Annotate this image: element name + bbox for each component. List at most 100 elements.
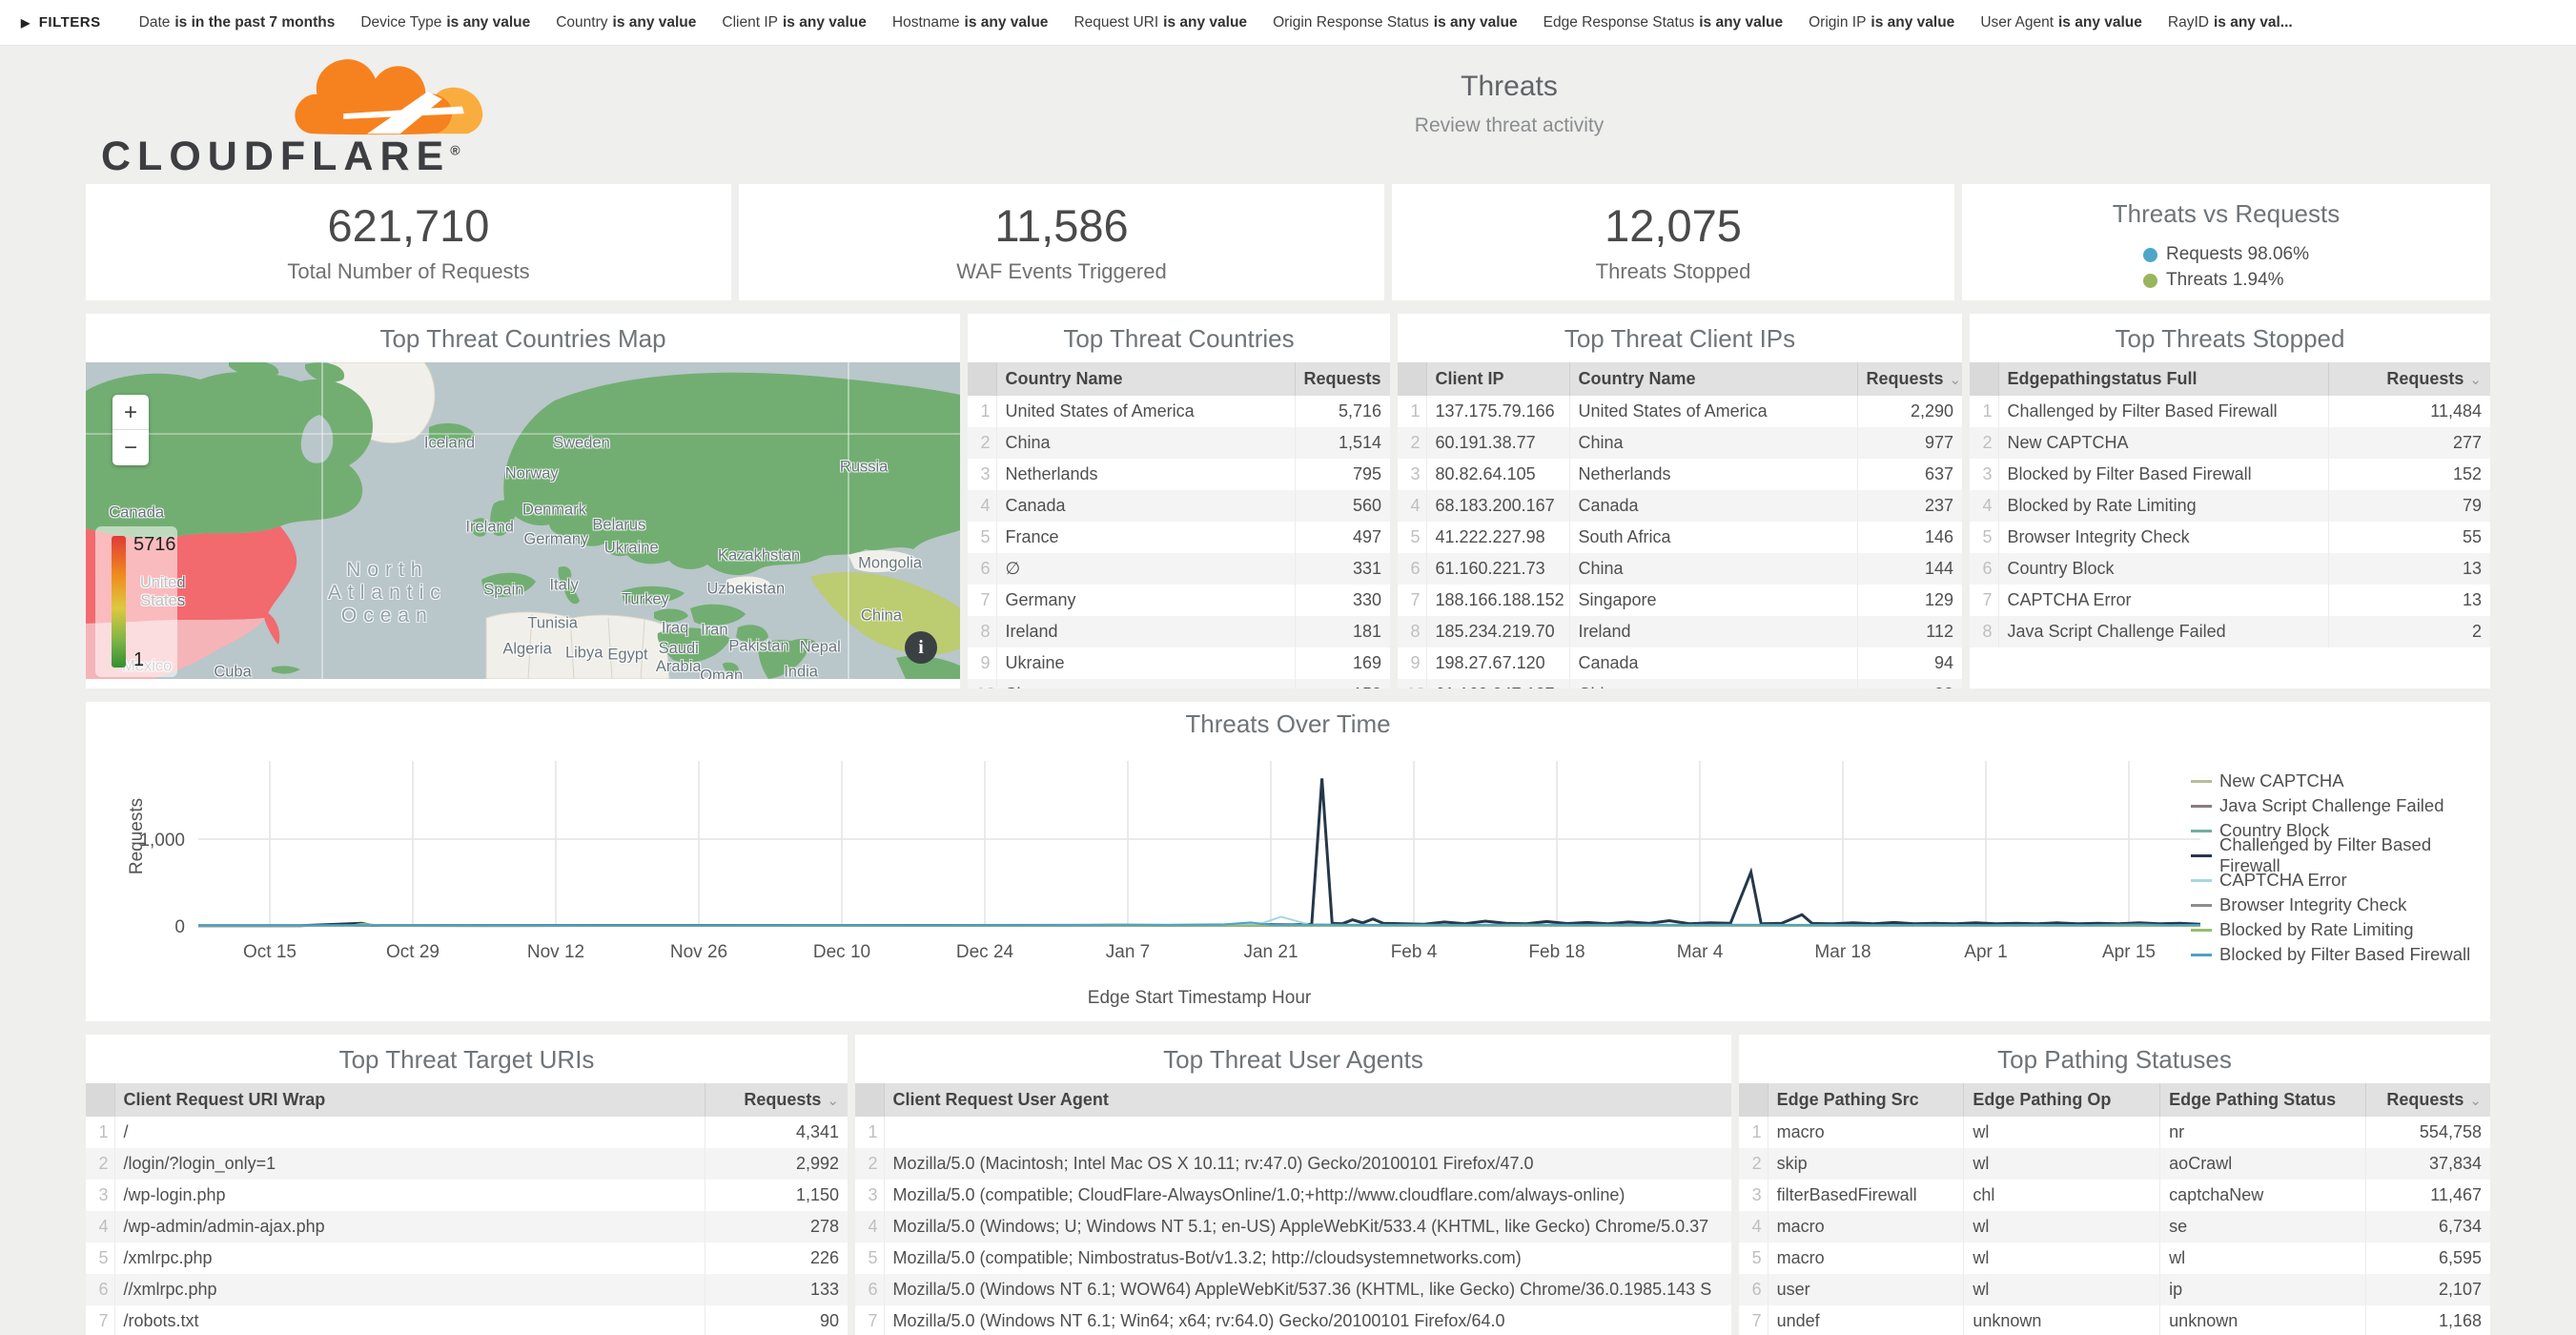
table-row[interactable]: 7 Mozilla/5.0 (Windows NT 6.1; Win64; x6… <box>855 1305 1731 1335</box>
requests-cell: 560 <box>1294 490 1390 522</box>
table-row[interactable]: 9 198.27.67.120 Canada 94 <box>1398 647 1962 679</box>
table-row[interactable]: 7 188.166.188.152 Singapore 129 <box>1398 585 1962 616</box>
zoom-in-button[interactable]: + <box>112 395 149 430</box>
zoom-out-button[interactable]: − <box>123 435 137 461</box>
table-row[interactable]: 6 ∅ 331 <box>968 553 1390 585</box>
table-row[interactable]: 3 Blocked by Filter Based Firewall 152 <box>1970 459 2490 490</box>
table-row[interactable]: 4 68.183.200.167 Canada 237 <box>1398 490 1962 522</box>
table-row[interactable]: 6 user wl ip 2,107 <box>1739 1274 2490 1305</box>
filter-chip[interactable]: Date is in the past 7 months <box>139 14 336 31</box>
table-row[interactable]: 8 185.234.219.70 Ireland 112 <box>1398 616 1962 647</box>
filters-toggle[interactable]: ▶ FILTERS <box>21 14 101 31</box>
filter-chip[interactable]: Device Type is any value <box>360 14 530 31</box>
table-row[interactable]: 1 137.175.79.166 United States of Americ… <box>1398 396 1962 427</box>
filter-chip[interactable]: Country is any value <box>556 14 696 31</box>
table-row[interactable]: 1 / 4,341 <box>86 1117 848 1148</box>
table-row[interactable]: 10 61.160.247.127 China 88 <box>1398 679 1962 688</box>
table-row[interactable]: 10 Singapore 158 <box>968 679 1390 688</box>
panel-title: Top Threat User Agents <box>1163 1045 1423 1074</box>
column-header-requests-sort[interactable]: Requests⌄ <box>1856 362 1962 396</box>
table-row[interactable]: 5 Browser Integrity Check 55 <box>1970 522 2490 553</box>
ratio-legend-item[interactable]: Requests 98.06% <box>2143 244 2309 265</box>
table-row[interactable]: 7 Germany 330 <box>968 585 1390 616</box>
table-row[interactable]: 4 macro wl se 6,734 <box>1739 1211 2490 1243</box>
table-row[interactable]: 6 Mozilla/5.0 (Windows NT 6.1; WOW64) Ap… <box>855 1274 1731 1305</box>
table-row[interactable]: 3 Mozilla/5.0 (compatible; CloudFlare-Al… <box>855 1180 1731 1211</box>
table-row[interactable]: 5 41.222.227.98 South Africa 146 <box>1398 522 1962 553</box>
column-header-requests-sort[interactable]: Requests⌄ <box>1294 362 1390 396</box>
filter-chip[interactable]: Request URI is any value <box>1073 14 1247 31</box>
filter-field: Client IP <box>722 13 778 31</box>
filter-chip[interactable]: RayID is any val... <box>2168 14 2293 31</box>
row-index: 6 <box>1751 1280 1762 1299</box>
table-row[interactable]: 3 Netherlands 795 <box>968 459 1390 490</box>
client-ip-cell: 80.82.64.105 <box>1425 459 1569 490</box>
top-threat-client-ips-panel: Top Threat Client IPs Client IP Country … <box>1398 314 1962 688</box>
table-row[interactable]: 6 Country Block 13 <box>1970 553 2490 585</box>
filter-condition: is any value <box>783 13 867 31</box>
table-row[interactable]: 5 macro wl wl 6,595 <box>1739 1243 2490 1274</box>
table-row[interactable]: 3 /wp-login.php 1,150 <box>86 1180 848 1211</box>
table-row[interactable]: 1 <box>855 1117 1731 1148</box>
table-row[interactable]: 4 Canada 560 <box>968 490 1390 522</box>
table-row[interactable]: 8 Ireland 181 <box>968 616 1390 647</box>
table-row[interactable]: 2 China 1,514 <box>968 427 1390 459</box>
world-map[interactable]: CanadaUnited StatesMexicoCubaNorth Atlan… <box>86 362 960 679</box>
table-row[interactable]: 5 /xmlrpc.php 226 <box>86 1243 848 1274</box>
chart-legend-item[interactable]: CAPTCHA Error <box>2191 868 2490 893</box>
requests-cell: 554,758 <box>2364 1117 2490 1148</box>
filter-chip[interactable]: Edge Response Status is any value <box>1544 14 1783 31</box>
filter-chip[interactable]: Hostname is any value <box>892 14 1049 31</box>
table-row[interactable]: 2 60.191.38.77 China 977 <box>1398 427 1962 459</box>
chart-legend-item[interactable]: Browser Integrity Check <box>2191 893 2490 917</box>
column-header-requests-sort[interactable]: Requests⌄ <box>704 1083 848 1117</box>
table-row[interactable]: 2 /login/?login_only=1 2,992 <box>86 1148 848 1180</box>
filter-chip[interactable]: Origin Response Status is any value <box>1273 14 1518 31</box>
country-name-cell: Canada <box>995 490 1295 522</box>
filter-chip[interactable]: User Agent is any value <box>1980 14 2142 31</box>
table-row[interactable]: 9 Ukraine 169 <box>968 647 1390 679</box>
chart-legend-item[interactable]: Java Script Challenge Failed <box>2191 793 2490 818</box>
table-row[interactable]: 2 skip wl aoCrawl 37,834 <box>1739 1148 2490 1180</box>
country-name-cell: Singapore <box>1568 585 1857 616</box>
pathing-status-cell: se <box>2159 1211 2366 1243</box>
table-row[interactable]: 7 CAPTCHA Error 13 <box>1970 585 2490 616</box>
table-row[interactable]: 4 Mozilla/5.0 (Windows; U; Windows NT 5.… <box>855 1211 1731 1243</box>
table-row[interactable]: 2 Mozilla/5.0 (Macintosh; Intel Mac OS X… <box>855 1148 1731 1180</box>
table-row[interactable]: 4 /wp-admin/admin-ajax.php 278 <box>86 1211 848 1243</box>
table-row[interactable]: 3 80.82.64.105 Netherlands 637 <box>1398 459 1962 490</box>
pathing-src-cell: filterBasedFirewall <box>1767 1180 1964 1211</box>
chart-legend-item[interactable]: Blocked by Rate Limiting <box>2191 917 2490 942</box>
table-row[interactable]: 7 /robots.txt 90 <box>86 1305 848 1335</box>
chart-legend-item[interactable]: Blocked by Filter Based Firewall <box>2191 942 2490 967</box>
column-header-requests-sort[interactable]: Requests⌄ <box>2364 1083 2490 1117</box>
table-row[interactable]: 8 Java Script Challenge Failed 2 <box>1970 616 2490 647</box>
table-row[interactable]: 5 Mozilla/5.0 (compatible; Nimbostratus-… <box>855 1243 1731 1274</box>
table-row[interactable]: 3 filterBasedFirewall chl captchaNew 11,… <box>1739 1180 2490 1211</box>
table-row[interactable]: 1 macro wl nr 554,758 <box>1739 1117 2490 1148</box>
filter-chip[interactable]: Client IP is any value <box>722 14 866 31</box>
row-index: 7 <box>1982 590 1993 609</box>
legend-line-icon <box>2191 903 2212 907</box>
threats-line-chart[interactable]: Oct 15 Oct 29 Nov 12 Nov 26 Dec 10 Dec 24 Jan … <box>86 730 2490 1017</box>
scale-max-value: 5716 <box>133 534 176 555</box>
chart-legend-item[interactable]: New CAPTCHA <box>2191 769 2490 793</box>
chart-legend-item[interactable]: Country Block <box>2191 818 2490 843</box>
table-row[interactable]: 6 //xmlrpc.php 133 <box>86 1274 848 1305</box>
pathing-src-cell: macro <box>1767 1243 1964 1274</box>
table-row[interactable]: 2 New CAPTCHA 277 <box>1970 427 2490 459</box>
row-index: 5 <box>98 1248 109 1267</box>
chart-legend-item[interactable]: Challenged by Filter Based Firewall <box>2191 834 2490 875</box>
panel-title: Top Threat Target URIs <box>338 1045 595 1074</box>
table-row[interactable]: 6 61.160.221.73 China 144 <box>1398 553 1962 585</box>
column-header-requests-sort[interactable]: Requests⌄ <box>2327 362 2490 396</box>
info-icon[interactable]: i <box>905 631 937 664</box>
table-row[interactable]: 4 Blocked by Rate Limiting 79 <box>1970 490 2490 522</box>
ratio-legend-item[interactable]: Threats 1.94% <box>2143 270 2309 291</box>
table-row[interactable]: 7 undef unknown unknown 1,168 <box>1739 1305 2490 1335</box>
table-row[interactable]: 1 Challenged by Filter Based Firewall 11… <box>1970 396 2490 427</box>
table-row[interactable]: 5 France 497 <box>968 522 1390 553</box>
column-header-country: Country Name <box>1568 362 1857 396</box>
filter-chip[interactable]: Origin IP is any value <box>1809 14 1954 31</box>
table-row[interactable]: 1 United States of America 5,716 <box>968 396 1390 427</box>
